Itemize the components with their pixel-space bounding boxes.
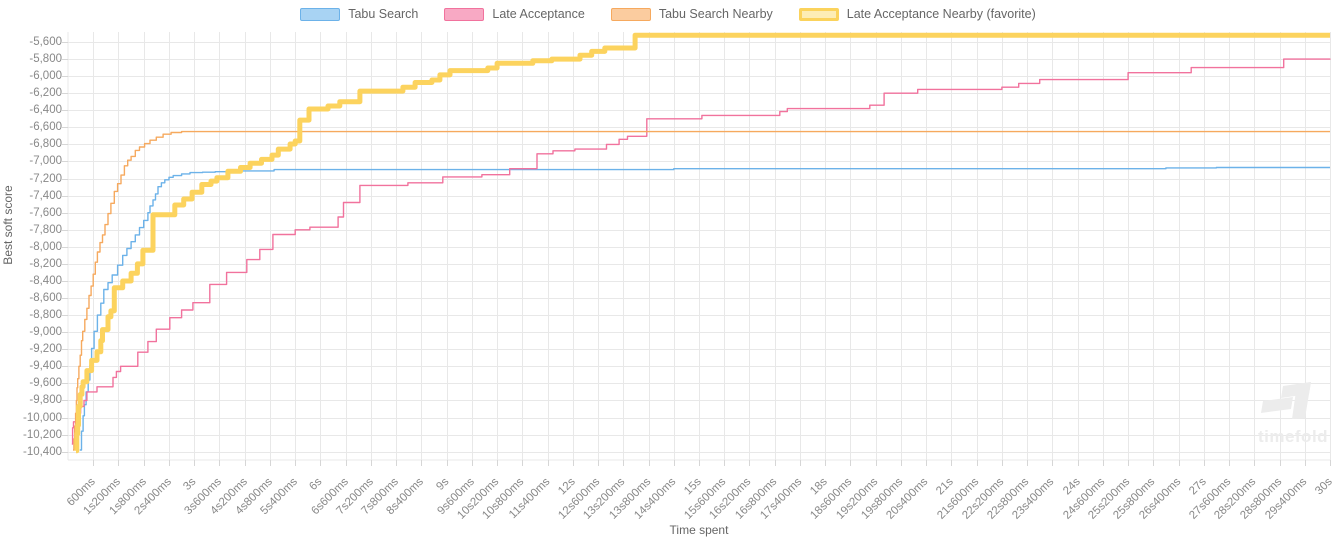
y-tick-label: -9,200 bbox=[29, 343, 62, 355]
y-tick-label: -6,400 bbox=[29, 104, 62, 116]
legend-swatch-tabu-search bbox=[300, 7, 341, 21]
y-tick-label: -9,800 bbox=[29, 394, 62, 406]
legend-swatch-late-acceptance bbox=[444, 7, 485, 21]
legend-swatch-tabu-search-nearby bbox=[610, 7, 651, 21]
timefold-logo-icon bbox=[1261, 382, 1311, 419]
y-tick-label: -10,000 bbox=[22, 412, 62, 424]
y-tick-label: -8,800 bbox=[29, 309, 62, 321]
y-tick-label: -7,200 bbox=[29, 173, 62, 185]
legend-label: Late Acceptance Nearby (favorite) bbox=[846, 7, 1036, 21]
y-tick-label: -6,200 bbox=[29, 87, 62, 99]
series-late-acceptance-nearby-favorite-line[interactable] bbox=[74, 32, 1330, 454]
y-tick-label: -8,600 bbox=[29, 292, 62, 304]
watermark: timefold bbox=[1250, 380, 1336, 447]
y-tick-label: -10,200 bbox=[22, 429, 62, 441]
chart-legend: Tabu Search Late Acceptance Tabu Search Ne… bbox=[0, 7, 1336, 21]
y-tick-label: -7,600 bbox=[29, 207, 62, 219]
series-tabu-search-nearby-line[interactable] bbox=[73, 130, 1330, 451]
legend-item-tabu-search[interactable]: Tabu Search bbox=[300, 7, 418, 21]
y-tick-label: -9,400 bbox=[29, 360, 62, 372]
y-tick-label: -7,400 bbox=[29, 190, 62, 202]
y-tick-label: -5,600 bbox=[29, 36, 62, 48]
legend-label: Tabu Search Nearby bbox=[658, 7, 773, 21]
y-tick-label: -6,000 bbox=[29, 70, 62, 82]
y-tick-label: -9,600 bbox=[29, 377, 62, 389]
y-tick-label: -7,800 bbox=[29, 224, 62, 236]
watermark-text: timefold bbox=[1257, 427, 1329, 446]
y-tick-label: -6,600 bbox=[29, 121, 62, 133]
legend-swatch-late-acceptance-nearby bbox=[798, 7, 839, 21]
y-tick-label: -6,800 bbox=[29, 138, 62, 150]
series-tabu-search-line[interactable] bbox=[79, 166, 1330, 451]
legend-item-late-acceptance[interactable]: Late Acceptance bbox=[444, 7, 585, 21]
legend-item-tabu-search-nearby[interactable]: Tabu Search Nearby bbox=[610, 7, 773, 21]
y-tick-label: -9,000 bbox=[29, 326, 62, 338]
y-tick-label: -8,200 bbox=[29, 258, 62, 270]
legend-label: Late Acceptance bbox=[492, 7, 585, 21]
x-axis-title: Time spent bbox=[669, 523, 729, 537]
legend-label: Tabu Search bbox=[348, 7, 419, 21]
series-late-acceptance-line[interactable] bbox=[71, 58, 1331, 445]
y-tick-label: -8,000 bbox=[29, 241, 62, 253]
y-tick-label: -5,800 bbox=[29, 53, 62, 65]
y-axis-title: Best soft score bbox=[1, 185, 15, 265]
y-tick-label: -10,400 bbox=[22, 446, 62, 458]
y-tick-label: -7,000 bbox=[29, 155, 62, 167]
legend-item-late-acceptance-nearby[interactable]: Late Acceptance Nearby (favorite) bbox=[798, 7, 1036, 21]
y-tick-label: -8,400 bbox=[29, 275, 62, 287]
